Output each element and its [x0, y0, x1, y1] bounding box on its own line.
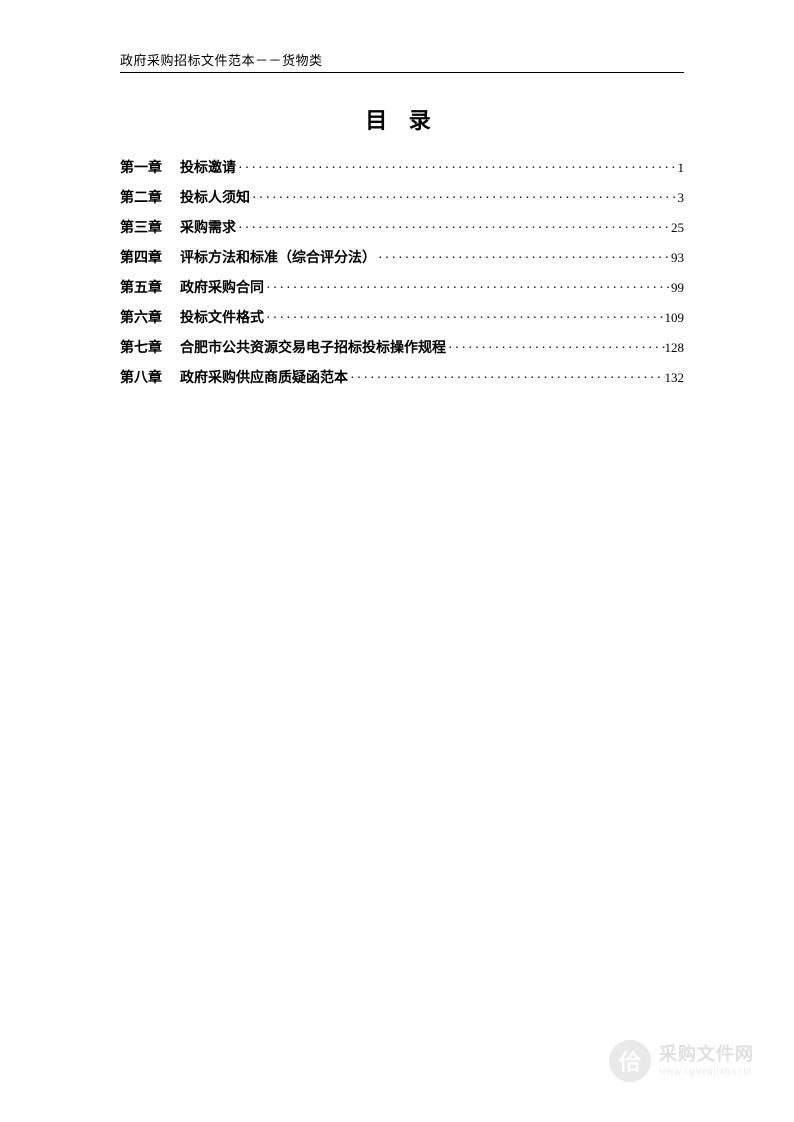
toc-chapter: 第四章 — [120, 247, 162, 267]
toc-page: 1 — [678, 160, 685, 176]
toc-chapter: 第二章 — [120, 187, 162, 207]
toc-page: 3 — [678, 190, 685, 206]
toc-label: 评标方法和标准（综合评分法） — [180, 247, 376, 267]
toc-chapter: 第三章 — [120, 217, 162, 237]
header-text: 政府采购招标文件范本－－货物类 — [120, 50, 684, 69]
toc-chapter: 第六章 — [120, 307, 162, 327]
toc-dots: ········································… — [264, 281, 671, 297]
toc-entry: 第三章 采购需求 ·······························… — [120, 217, 684, 237]
toc-dots: ········································… — [348, 371, 665, 387]
toc-page: 25 — [671, 220, 684, 236]
toc-entry: 第六章 投标文件格式 ·····························… — [120, 307, 684, 327]
toc-label: 采购需求 — [180, 217, 236, 237]
toc-dots: ········································… — [446, 341, 665, 357]
page-container: 政府采购招标文件范本－－货物类 目 录 第一章 投标邀请 ···········… — [0, 0, 794, 1122]
toc-entry: 第七章 合肥市公共资源交易电子招标投标操作规程 ················… — [120, 337, 684, 357]
watermark-cn: 采购文件网 — [659, 1044, 754, 1066]
watermark-en: www.cgwenjian.com — [659, 1066, 754, 1078]
toc-entry: 第八章 政府采购供应商质疑函范本 ·······················… — [120, 367, 684, 387]
toc-entry: 第五章 政府采购合同 ·····························… — [120, 277, 684, 297]
toc-label: 投标人须知 — [180, 187, 250, 207]
toc-label: 政府采购供应商质疑函范本 — [180, 367, 348, 387]
toc-entry: 第一章 投标邀请 ·······························… — [120, 157, 684, 177]
toc-label: 投标文件格式 — [180, 307, 264, 327]
toc-page: 132 — [665, 370, 685, 386]
toc-label: 投标邀请 — [180, 157, 236, 177]
toc-label: 政府采购合同 — [180, 277, 264, 297]
toc-dots: ········································… — [264, 311, 665, 327]
toc-chapter: 第五章 — [120, 277, 162, 297]
toc-label: 合肥市公共资源交易电子招标投标操作规程 — [180, 337, 446, 357]
watermark-logo-icon: 佮 — [609, 1040, 651, 1082]
toc-chapter: 第八章 — [120, 367, 162, 387]
toc-dots: ········································… — [376, 251, 671, 267]
toc-page: 128 — [665, 340, 685, 356]
toc-chapter: 第一章 — [120, 157, 162, 177]
toc-title: 目 录 — [120, 103, 684, 135]
toc-dots: ········································… — [236, 161, 678, 177]
toc-page: 93 — [671, 250, 684, 266]
toc-chapter: 第七章 — [120, 337, 162, 357]
toc-dots: ········································… — [236, 221, 671, 237]
toc-entry: 第二章 投标人须知 ······························… — [120, 187, 684, 207]
page-header: 政府采购招标文件范本－－货物类 — [120, 50, 684, 73]
toc-entries: 第一章 投标邀请 ·······························… — [120, 157, 684, 387]
watermark: 佮 采购文件网 www.cgwenjian.com — [609, 1040, 754, 1082]
toc-page: 109 — [665, 310, 685, 326]
watermark-text: 采购文件网 www.cgwenjian.com — [659, 1044, 754, 1078]
toc-page: 99 — [671, 280, 684, 296]
toc-dots: ········································… — [250, 191, 678, 207]
toc-entry: 第四章 评标方法和标准（综合评分法） ·····················… — [120, 247, 684, 267]
